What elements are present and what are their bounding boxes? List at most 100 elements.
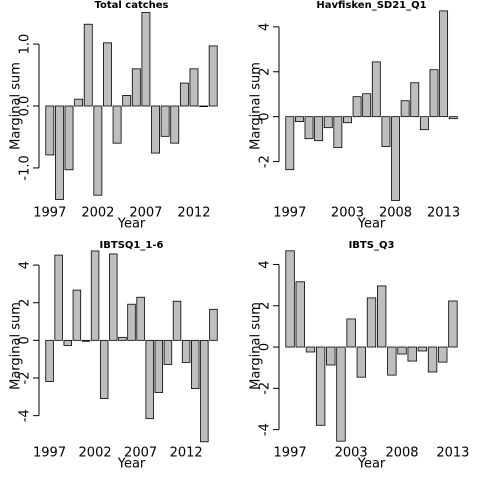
bar: [141, 12, 151, 107]
bar: [109, 253, 118, 341]
x-tick-label: 1997: [273, 206, 306, 221]
bar: [377, 285, 387, 348]
y-tick-label: 0.0: [18, 96, 33, 117]
bar: [323, 116, 333, 129]
bar: [343, 116, 352, 124]
x-axis-label: Year: [117, 217, 146, 232]
x-tick-label: 1997: [33, 206, 66, 221]
bar: [72, 289, 82, 341]
y-tick-label: 2: [18, 299, 33, 307]
bar: [208, 45, 218, 107]
bar: [64, 105, 74, 171]
y-tick-label: 0: [258, 113, 273, 121]
bar: [397, 346, 407, 355]
bar: [54, 254, 63, 341]
chart-title: Total catches: [94, 0, 168, 11]
y-tick-label: 1.0: [18, 34, 33, 55]
bar: [448, 300, 458, 348]
bar: [83, 23, 93, 107]
chart-title: IBTS_Q3: [349, 240, 395, 251]
bar: [74, 98, 84, 107]
x-tick-label: 1997: [274, 446, 307, 461]
bar: [407, 346, 417, 362]
y-tick-label: 2: [258, 68, 273, 76]
bar: [81, 339, 91, 342]
y-tick-label: -4: [258, 423, 273, 436]
bar: [333, 116, 343, 149]
x-tick-label: 2007: [129, 206, 162, 221]
bar: [336, 346, 346, 442]
bar: [387, 346, 397, 376]
x-tick-label: 2013: [436, 446, 469, 461]
bar: [103, 42, 112, 107]
x-axis-label: Year: [357, 217, 386, 232]
x-tick-label: 2008: [385, 446, 418, 461]
bar: [294, 116, 304, 123]
bar: [371, 61, 381, 118]
bar: [315, 346, 326, 426]
bar: [410, 82, 420, 118]
x-axis-label: Year: [117, 457, 146, 472]
y-tick-label: -2: [18, 372, 33, 385]
bar: [427, 346, 438, 373]
bar: [326, 346, 336, 366]
bar: [145, 339, 154, 420]
bar: [45, 105, 55, 156]
bar: [131, 68, 141, 107]
x-tick-label: 2003: [331, 206, 364, 221]
bar: [99, 339, 109, 399]
y-tick-label: 4: [258, 260, 273, 268]
bar: [54, 105, 64, 200]
bar: [199, 105, 209, 108]
bar: [448, 116, 458, 120]
x-tick-label: 2007: [124, 446, 157, 461]
bar: [90, 250, 100, 341]
y-tick-label: 4: [18, 261, 33, 269]
bar: [295, 281, 305, 348]
bar: [63, 339, 72, 346]
bar: [151, 105, 160, 154]
bar: [160, 105, 170, 137]
bar: [181, 339, 191, 363]
bar: [127, 303, 136, 341]
y-axis-label: Marginal sum: [9, 302, 24, 390]
chart-title: IBTSQ1_1-6: [100, 240, 164, 251]
bar: [191, 339, 200, 389]
bar: [189, 68, 199, 107]
bar: [154, 339, 164, 393]
bar: [366, 297, 377, 348]
bar: [314, 116, 324, 142]
x-tick-label: 2013: [427, 206, 460, 221]
bar: [352, 96, 362, 118]
y-tick-label: 0: [258, 343, 273, 351]
y-tick-label: -1.0: [18, 155, 33, 180]
y-tick-label: -4: [18, 409, 33, 422]
bar: [122, 95, 132, 107]
bar: [429, 69, 439, 118]
y-axis-label: Marginal sum: [9, 62, 24, 150]
bar: [209, 308, 218, 341]
y-tick-label: -2: [258, 382, 273, 395]
y-tick-label: 2: [258, 302, 273, 310]
bar: [417, 346, 428, 352]
bar: [93, 105, 103, 196]
bar: [362, 93, 372, 118]
bar: [179, 82, 189, 107]
bar: [438, 346, 448, 363]
bar: [163, 339, 173, 365]
bar: [305, 346, 316, 353]
y-tick-label: -2: [258, 155, 273, 168]
bar: [136, 296, 145, 341]
bar: [170, 105, 180, 144]
y-tick-label: 4: [258, 23, 273, 31]
x-tick-label: 1997: [33, 446, 66, 461]
x-tick-label: 2002: [79, 446, 112, 461]
chart-title: Havfisken_SD21_Q1: [316, 0, 426, 11]
x-axis-label: Year: [357, 457, 386, 472]
y-axis-label: Marginal sum: [249, 302, 264, 390]
bar: [118, 336, 127, 341]
bar: [419, 116, 429, 131]
bar: [200, 339, 209, 443]
bar: [45, 339, 54, 382]
